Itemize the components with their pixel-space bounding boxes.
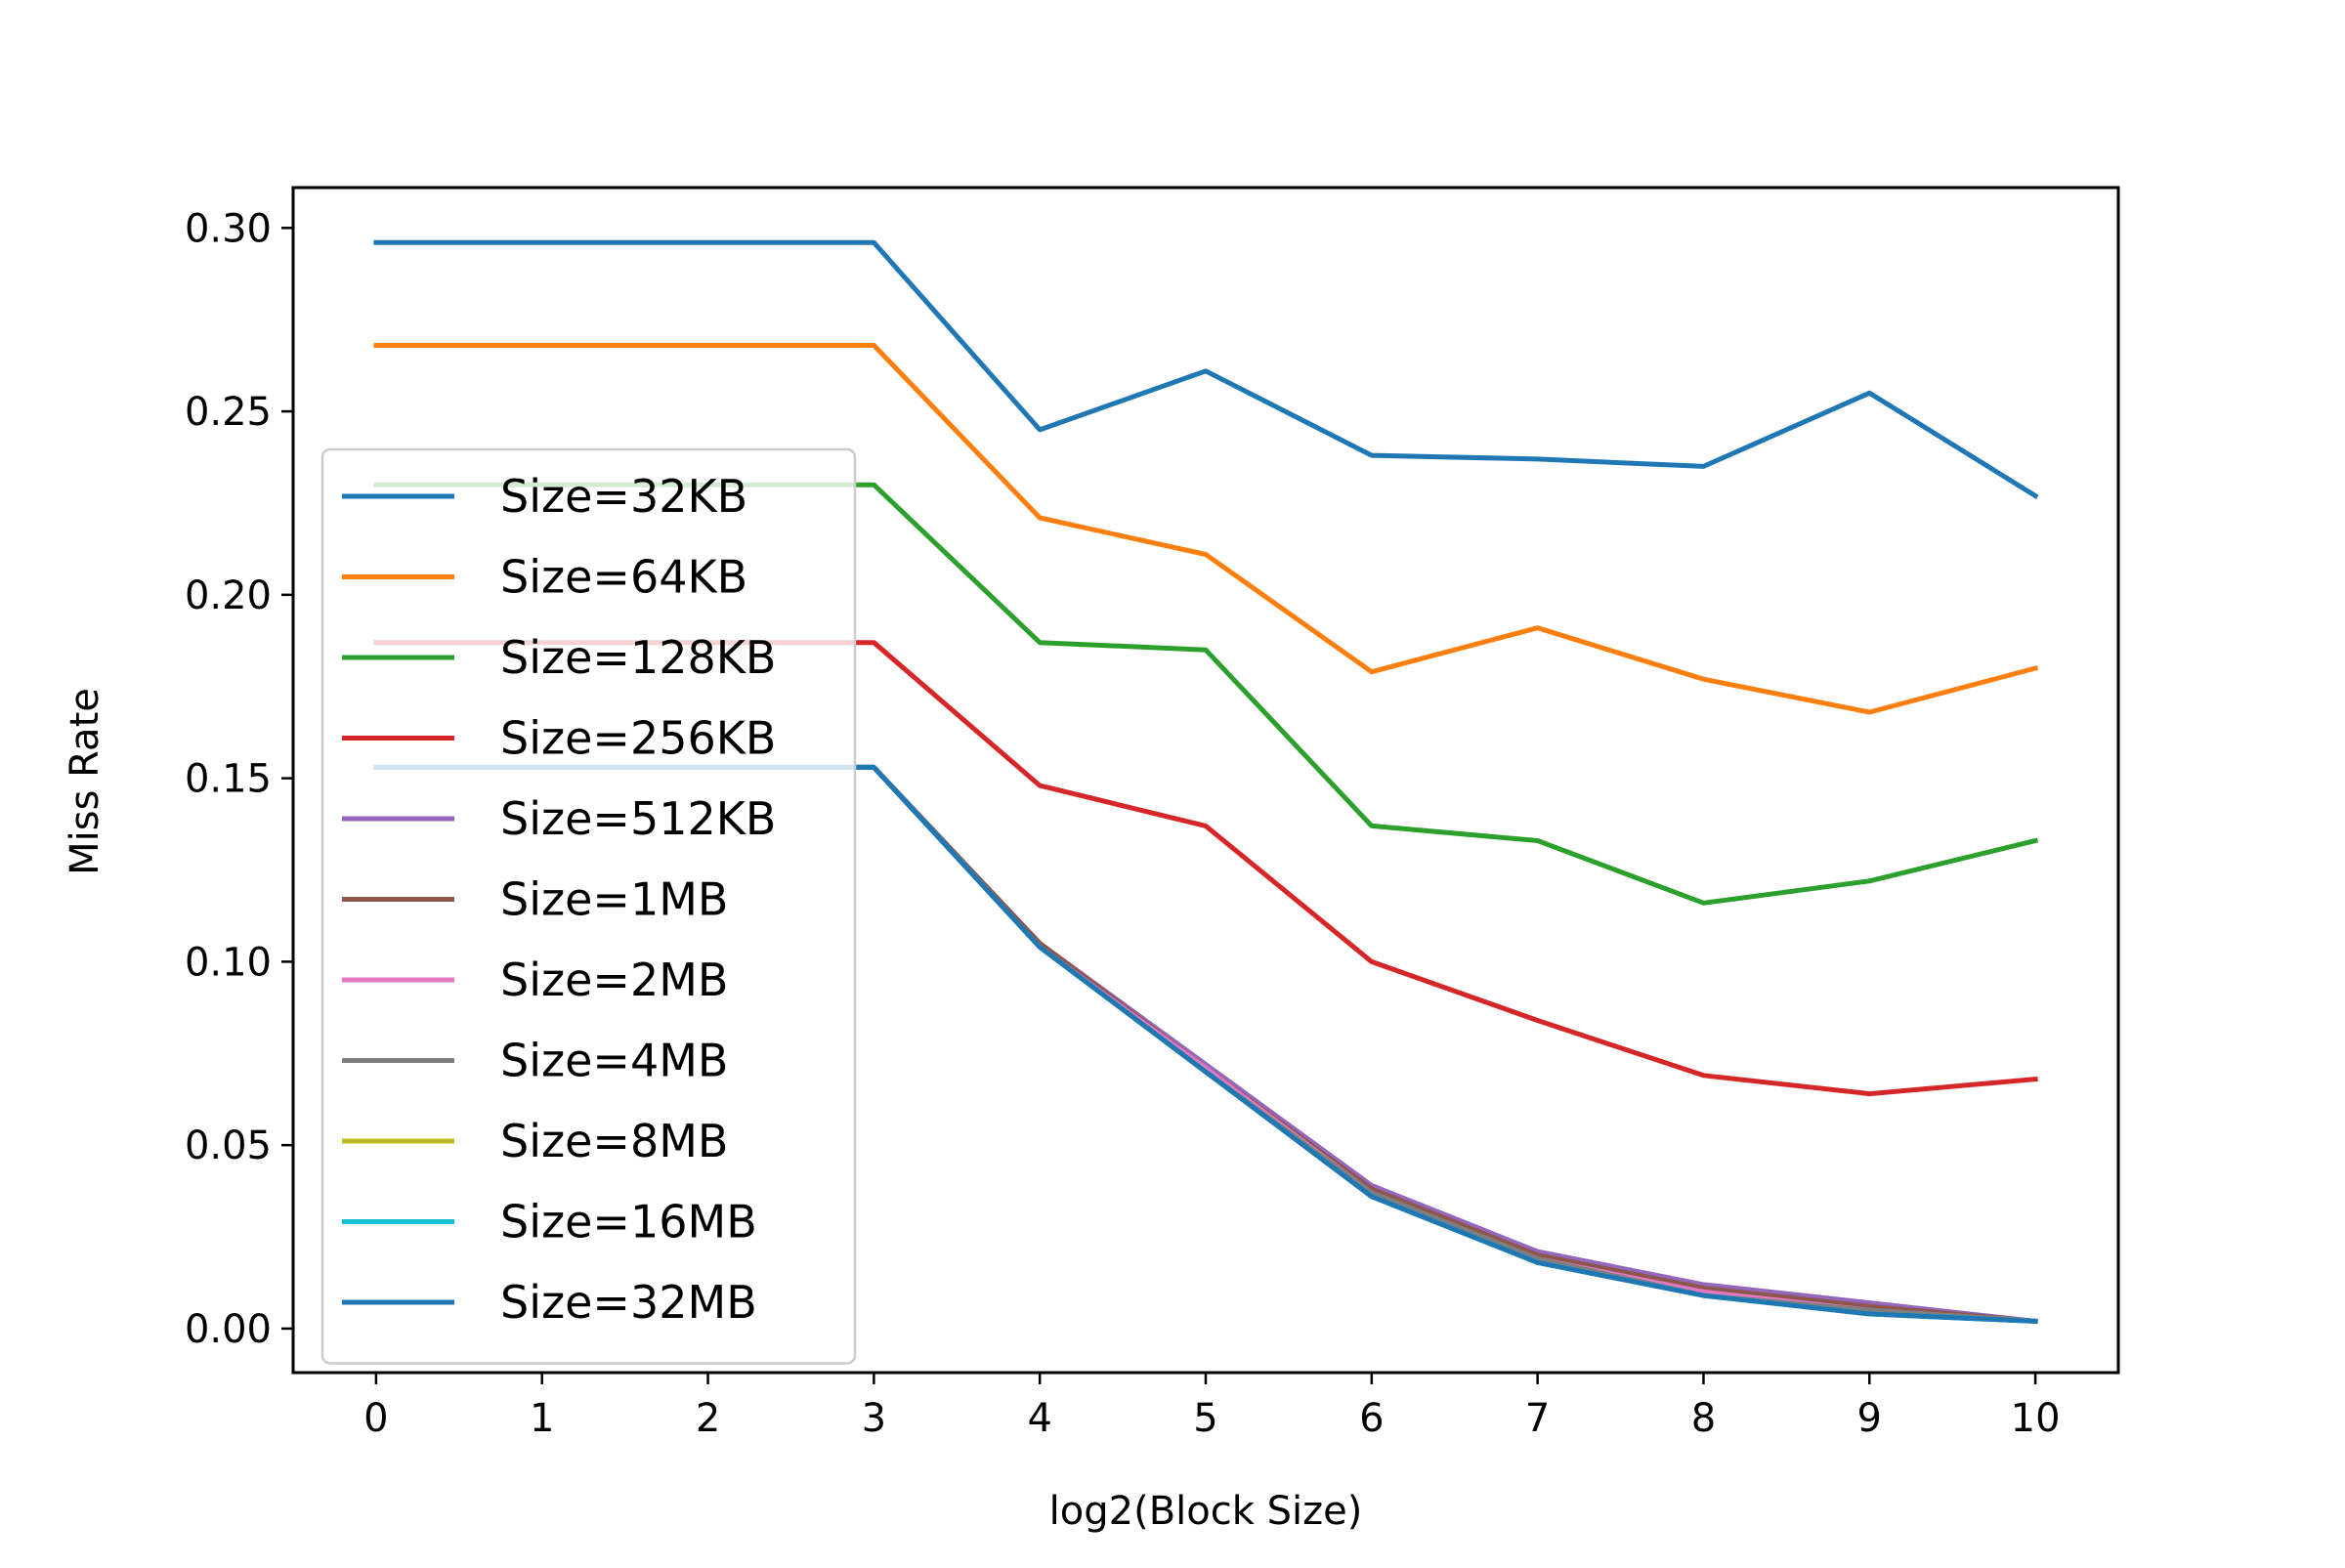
x-tick-label: 7 <box>1525 1396 1550 1441</box>
y-tick-label: 0.25 <box>185 390 272 435</box>
x-tick-label: 10 <box>2011 1396 2061 1441</box>
legend-label: Size=32KB <box>500 470 747 523</box>
legend-box <box>320 447 857 1365</box>
x-tick-label: 6 <box>1359 1396 1384 1441</box>
legend-label: Size=128KB <box>500 631 777 684</box>
legend-label: Size=32MB <box>500 1276 757 1329</box>
legend-label: Size=512KB <box>500 792 777 845</box>
x-tick-label: 9 <box>1857 1396 1882 1441</box>
legend-label: Size=64KB <box>500 551 747 604</box>
y-tick-label: 0.05 <box>185 1123 272 1168</box>
axes-layer: 0 1 2 3 4 5 6 7 8 9 10 0.00 0.05 0.10 0.15 0.20 0.25 0.30 <box>185 206 2061 1441</box>
x-tick-label: 4 <box>1027 1396 1051 1441</box>
legend-label: Size=2MB <box>500 954 728 1006</box>
legend-label: Size=4MB <box>500 1035 728 1087</box>
y-tick-label: 0.20 <box>185 573 272 618</box>
x-tick-label: 2 <box>696 1396 720 1441</box>
legend-label: Size=16MB <box>500 1196 757 1249</box>
x-tick-label: 0 <box>363 1396 388 1441</box>
legend: Size=32KB Size=64KB Size=128KB Size=256KB Si… <box>320 447 857 1365</box>
y-axis-label: Miss Rate <box>63 688 107 875</box>
y-tick-label: 0.15 <box>185 757 272 802</box>
y-tick-label: 0.10 <box>185 940 272 985</box>
x-tick-label: 1 <box>530 1396 554 1441</box>
legend-label: Size=1MB <box>500 873 728 926</box>
y-tick-label: 0.30 <box>185 206 272 251</box>
legend-label: Size=256KB <box>500 712 777 765</box>
x-tick-label: 3 <box>862 1396 886 1441</box>
x-tick-label: 8 <box>1691 1396 1716 1441</box>
y-tick-label: 0.00 <box>185 1307 272 1352</box>
legend-label: Size=8MB <box>500 1115 728 1167</box>
x-tick-label: 5 <box>1193 1396 1217 1441</box>
series-line-size-32kb <box>373 239 2039 499</box>
x-axis-label: log2(Block Size) <box>1049 1489 1363 1534</box>
series-line-size-64kb <box>373 343 2039 715</box>
